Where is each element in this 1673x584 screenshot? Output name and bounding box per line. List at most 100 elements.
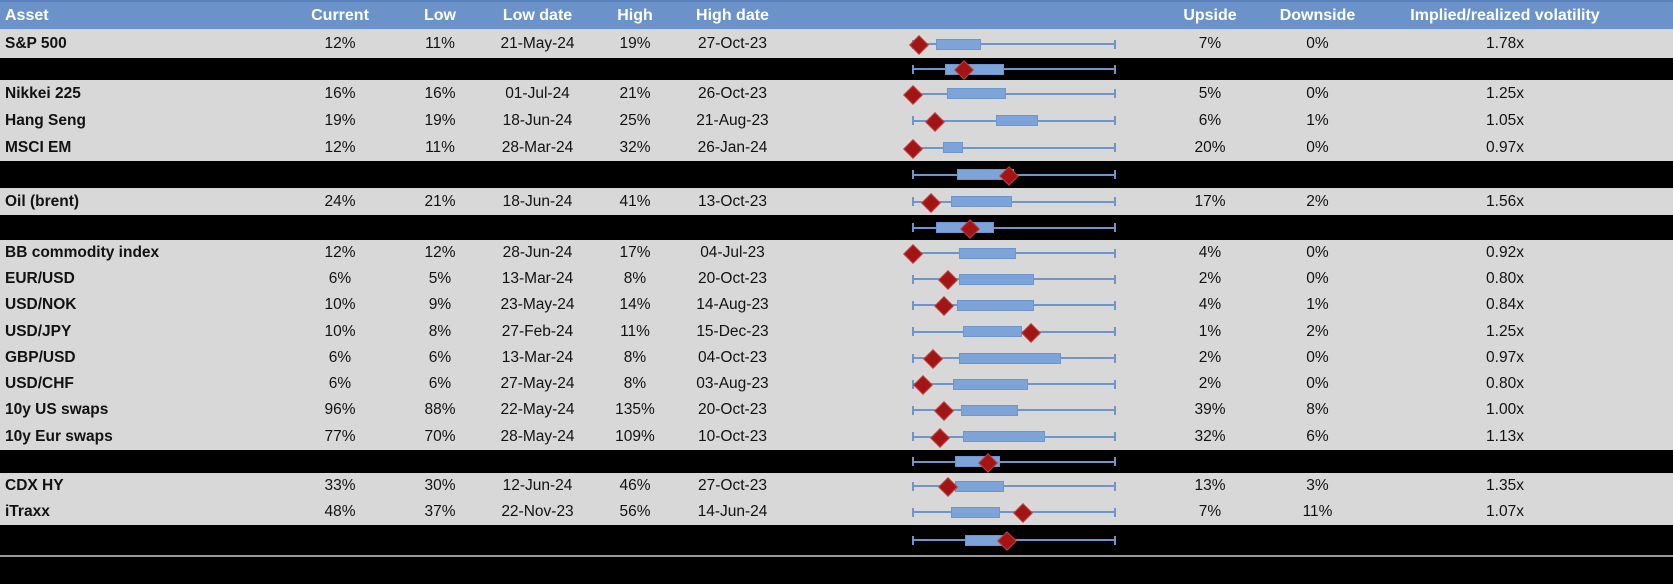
boxplot	[912, 58, 1116, 80]
high-date: 27-Oct-23	[698, 477, 767, 494]
low-value: 6%	[428, 349, 452, 366]
range-box	[954, 480, 1004, 492]
high-date: 20-Oct-23	[698, 270, 767, 287]
separator-row	[0, 450, 1673, 473]
boxplot	[909, 30, 1116, 58]
range-boxplot-cell	[790, 266, 1145, 292]
low-value: 8%	[428, 322, 452, 340]
bottom-black-band	[0, 557, 1673, 584]
whisker-cap-left	[912, 170, 914, 179]
aggregate-boxplot-cell	[790, 215, 1145, 240]
downside-value: 0%	[1306, 349, 1329, 366]
high-value: 19%	[619, 35, 651, 52]
boxplot	[912, 450, 1116, 473]
current-level-diamond-icon	[937, 270, 958, 290]
high-date: 26-Oct-23	[698, 84, 767, 102]
current-level-diamond-icon	[903, 84, 923, 105]
aggregate-boxplot-cell	[790, 58, 1145, 80]
upside-value: 32%	[1194, 427, 1226, 445]
boxplot	[912, 473, 1116, 499]
current-value: 6%	[328, 375, 352, 392]
whisker-line	[912, 146, 1116, 149]
boxplot	[912, 318, 1116, 345]
high-value: 8%	[623, 375, 647, 392]
boxplot	[912, 266, 1116, 292]
current-level-diamond-icon	[1021, 322, 1042, 343]
table-row: iTraxx 48% 37% 22-Nov-23 56% 14-Jun-24 7…	[0, 499, 1673, 525]
separator-row	[0, 58, 1673, 80]
asset-name: GBP/USD	[5, 349, 76, 366]
upside-value: 2%	[1198, 349, 1222, 366]
range-box	[952, 378, 1029, 390]
implied-realized-vol-value: 0.80x	[1486, 375, 1524, 392]
current-level-diamond-icon	[1013, 503, 1034, 523]
table-row: 10y Eur swaps 77% 70% 28-May-24 109% 10-…	[0, 423, 1673, 450]
boxplot	[912, 525, 1116, 555]
current-value: 12%	[324, 138, 356, 156]
asset-name: Hang Seng	[5, 111, 86, 129]
whisker-cap-right	[1114, 432, 1116, 441]
upside-value: 7%	[1198, 35, 1222, 52]
low-value: 9%	[428, 296, 452, 313]
whisker-cap-left	[912, 274, 914, 284]
downside-value: 0%	[1306, 35, 1329, 52]
whisker-cap-left	[912, 116, 914, 125]
whisker-cap-left	[912, 327, 914, 336]
range-boxplot-cell	[790, 345, 1145, 371]
high-value: 8%	[623, 349, 647, 366]
bottom-divider-line	[0, 555, 1673, 557]
current-value: 6%	[328, 349, 352, 366]
range-boxplot-cell	[790, 397, 1145, 423]
current-value: 16%	[324, 84, 356, 102]
aggregate-boxplot-cell	[790, 450, 1145, 473]
current-level-diamond-icon	[903, 244, 923, 264]
low-date: 28-Mar-24	[501, 138, 574, 156]
current-value: 6%	[328, 270, 352, 287]
boxplot	[912, 188, 1116, 215]
low-value: 19%	[424, 111, 456, 129]
range-boxplot-cell	[790, 318, 1145, 345]
range-boxplot-cell	[790, 30, 1145, 58]
high-date: 15-Dec-23	[696, 322, 769, 340]
whisker-cap-left	[912, 507, 914, 517]
implied-realized-vol-value: 1.25x	[1486, 322, 1524, 340]
high-date: 14-Jun-24	[697, 503, 768, 520]
table-row: 10y US swaps 96% 88% 22-May-24 135% 20-O…	[0, 397, 1673, 423]
whisker-cap-right	[1114, 248, 1116, 258]
range-boxplot-cell	[790, 107, 1145, 134]
downside-value: 0%	[1306, 375, 1329, 392]
low-date: 22-May-24	[500, 401, 575, 418]
current-level-diamond-icon	[903, 138, 923, 159]
downside-value: 8%	[1306, 401, 1329, 418]
upside-value: 2%	[1198, 270, 1222, 287]
implied-realized-vol-value: 1.56x	[1486, 192, 1524, 210]
table-row: CDX HY 33% 30% 12-Jun-24 46% 27-Oct-23 1…	[0, 473, 1673, 499]
asset-name: USD/JPY	[5, 322, 72, 340]
whisker-line	[912, 460, 1116, 463]
column-header-low: Low	[424, 6, 456, 24]
boxplot	[903, 134, 1116, 161]
asset-name: 10y Eur swaps	[5, 427, 113, 445]
asset-name: iTraxx	[5, 503, 50, 520]
high-date: 04-Oct-23	[698, 349, 767, 366]
table-row: MSCI EM 12% 11% 28-Mar-24 32% 26-Jan-24 …	[0, 134, 1673, 161]
implied-realized-vol-value: 1.05x	[1486, 111, 1524, 129]
boxplot	[903, 80, 1116, 107]
whisker-line	[912, 226, 1116, 229]
implied-realized-vol-value: 1.00x	[1486, 401, 1524, 418]
asset-name: 10y US swaps	[5, 401, 109, 418]
high-date: 10-Oct-23	[698, 427, 767, 445]
high-date: 03-Aug-23	[696, 375, 769, 392]
asset-name: CDX HY	[5, 477, 64, 494]
current-value: 48%	[324, 503, 356, 520]
column-header-low-date: Low date	[502, 6, 573, 24]
whisker-cap-right	[1114, 39, 1116, 49]
low-date: 13-Mar-24	[501, 270, 574, 287]
table-row: GBP/USD 6% 6% 13-Mar-24 8% 04-Oct-23 2% …	[0, 345, 1673, 371]
whisker-cap-right	[1114, 170, 1116, 179]
asset-name: Nikkei 225	[5, 84, 81, 102]
whisker-cap-right	[1114, 89, 1116, 98]
current-level-diamond-icon	[933, 296, 954, 316]
range-box	[960, 404, 1019, 416]
